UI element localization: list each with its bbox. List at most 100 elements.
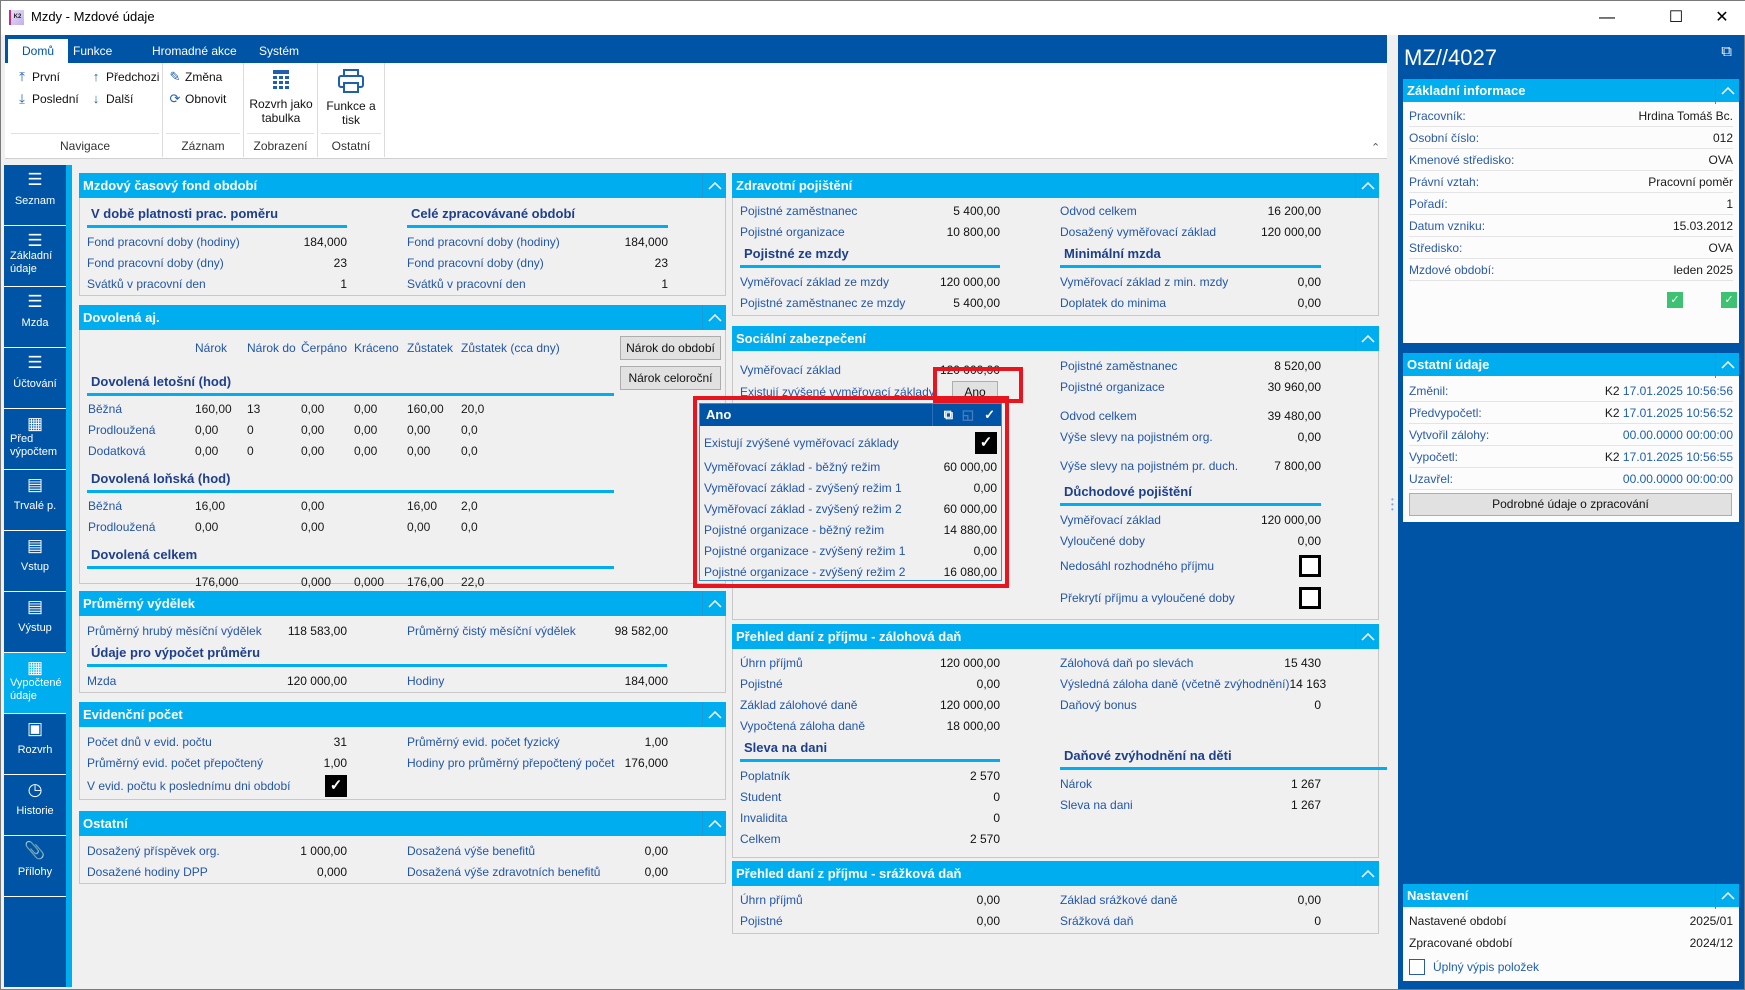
- panel-title: Přehled daní z příjmu - zálohová daň: [736, 629, 962, 644]
- confirm-check-icon[interactable]: ✓: [984, 407, 995, 422]
- detail-panel: MZ//4027 ⧉ Základní informace Pracovník: H…: [1398, 35, 1744, 989]
- open-external-icon[interactable]: ⧉: [1721, 43, 1732, 60]
- info-value: K2 17.01.2025 10:56:56: [1605, 384, 1733, 398]
- ostatni-panel: Ostatní Dosažený příspěvek org. 1 000,00 Do…: [79, 811, 726, 884]
- sidebar-item-pred-vypoctem[interactable]: ▦ Před výpočtem: [4, 409, 66, 470]
- left-column: Průměrný hrubý měsíční výdělek 118 583,00…: [87, 620, 667, 691]
- field-label: Úhrn příjmů: [740, 655, 803, 670]
- sidebar-item-trvale-p[interactable]: ▤ Trvalé p.: [4, 470, 66, 531]
- field-label: Daňový bonus: [1060, 697, 1137, 712]
- panel-header: Nastavení: [1403, 884, 1739, 909]
- sidebar-item-seznam[interactable]: ☰ Seznam: [4, 165, 66, 226]
- collapse-chevron-icon[interactable]: [1715, 79, 1739, 104]
- dock-icon[interactable]: ◱: [961, 407, 974, 422]
- section-subheader: Minimální mzda: [1060, 242, 1321, 268]
- collapse-chevron-icon[interactable]: [1355, 173, 1379, 198]
- field-value: 15 430: [1284, 655, 1321, 670]
- table-cell: 0,00: [195, 423, 219, 437]
- tab-funkce[interactable]: Funkce: [73, 44, 113, 58]
- refresh-button[interactable]: ⟳ Obnovit: [169, 91, 227, 107]
- checkbox-checked[interactable]: ✓: [975, 432, 997, 454]
- zaloh-panel: Přehled daní z příjmu - zálohová daň Úhrn…: [732, 624, 1632, 858]
- previous-button[interactable]: ↑ Předchozi: [90, 69, 160, 84]
- first-button[interactable]: ⤒ První: [16, 69, 60, 85]
- table-cell: 0,00: [301, 423, 325, 437]
- field-label: Pojistné organizace: [1060, 379, 1165, 394]
- section-subheader: Dovolená celkem: [87, 543, 614, 569]
- full-listing-checkbox-row[interactable]: Úplný výpis položek: [1409, 954, 1733, 980]
- checkbox[interactable]: [1409, 959, 1425, 975]
- field-value: 0: [993, 810, 1000, 825]
- collapse-chevron-icon[interactable]: [702, 591, 726, 616]
- field-row: Vyměřovací základ ze mzdy 120 000,00: [740, 271, 1000, 292]
- sidebar-item-uctovani[interactable]: ☰ Účtování: [4, 348, 66, 409]
- field-value: 120 000,00: [1260, 224, 1321, 239]
- sidebar-item-prilohy[interactable]: 📎 Přílohy: [4, 836, 66, 897]
- sidebar-item-rozvrh[interactable]: ▣ Rozvrh: [4, 714, 66, 775]
- collapse-chevron-icon[interactable]: [702, 305, 726, 330]
- minimize-button[interactable]: —: [1599, 9, 1615, 26]
- field-value: 0: [1314, 697, 1321, 712]
- field-label: Vyměřovací základ - zvýšený režim 1: [704, 480, 902, 495]
- narok-do-obdobi-button[interactable]: Nárok do období: [620, 336, 721, 360]
- info-value: OVA: [1708, 152, 1733, 167]
- collapse-chevron-icon[interactable]: [702, 173, 726, 198]
- close-button[interactable]: ✕: [1715, 9, 1729, 26]
- collapse-chevron-icon[interactable]: [1715, 884, 1739, 909]
- collapse-chevron-icon[interactable]: [1355, 861, 1379, 886]
- schedule-table-button[interactable]: Rozvrh jako tabulka: [246, 69, 316, 125]
- edit-label: Změna: [185, 70, 223, 84]
- field-value: 8 520,00: [1274, 358, 1321, 373]
- narok-celorocni-button[interactable]: Nárok celoroční: [620, 366, 721, 390]
- collapse-ribbon-icon[interactable]: ⌃: [1371, 142, 1381, 154]
- info-row: Osobní číslo: 012: [1409, 127, 1733, 149]
- sidebar: ☰ Seznam ☰ Základní údaje ☰ Mzda ☰ Účtování ▦ Pře…: [4, 165, 66, 987]
- print-button[interactable]: Funkce a tisk: [322, 69, 380, 127]
- print-label: Funkce a tisk: [326, 99, 376, 127]
- field-label: Pojistné zaměstnanec ze mzdy: [740, 295, 906, 310]
- panel-splitter[interactable]: • • •: [1387, 35, 1398, 989]
- checkbox[interactable]: [1299, 587, 1321, 609]
- collapse-chevron-icon[interactable]: [1715, 353, 1739, 378]
- sidebar-item-zakladni-udaje[interactable]: ☰ Základní údaje: [4, 226, 66, 287]
- sidebar-item-vypoctene-udaje[interactable]: ▦ Vypočtené údaje: [4, 653, 66, 714]
- collapse-chevron-icon[interactable]: [1355, 326, 1379, 351]
- section-subheader: V době platnosti prac. poměru: [87, 202, 347, 228]
- field-label: Průměrný hrubý měsíční výdělek: [87, 623, 262, 638]
- tab-system[interactable]: Systém: [259, 44, 300, 58]
- tab-domu[interactable]: Domů: [8, 39, 69, 63]
- field-value: 30 960,00: [1267, 379, 1321, 394]
- sidebar-item-label: Účtování: [13, 378, 57, 390]
- info-value: 00.00.0000 00:00:00: [1623, 472, 1733, 486]
- group-zaznam: ✎ Změna ⟳ Obnovit Záznam: [163, 63, 244, 157]
- checkbox-checked[interactable]: ✓: [325, 775, 347, 797]
- checkbox[interactable]: [1299, 555, 1321, 577]
- maximize-button[interactable]: ☐: [1668, 9, 1684, 26]
- status-check-icon: ✓: [1667, 292, 1683, 308]
- last-button[interactable]: ⤓ Poslední: [16, 91, 79, 107]
- group-zobrazeni: Rozvrh jako tabulka Zobrazení: [244, 63, 318, 157]
- edit-button[interactable]: ✎ Změna: [169, 69, 223, 85]
- sidebar-item-vstup[interactable]: ▤ Vstup: [4, 531, 66, 592]
- sidebar-item-historie[interactable]: ◷ Historie: [4, 775, 66, 836]
- field-label: Fond pracovní doby (hodiny): [87, 234, 240, 249]
- panel-header: Evidenční počet: [79, 702, 726, 727]
- sidebar-item-mzda[interactable]: ☰ Mzda: [4, 287, 66, 348]
- podrobne-udaje-button[interactable]: Podrobné údaje o zpracování: [1409, 493, 1732, 516]
- open-external-icon[interactable]: ⧉: [943, 407, 953, 422]
- collapse-chevron-icon[interactable]: [702, 702, 726, 727]
- sidebar-item-label: Před výpočtem: [10, 433, 58, 458]
- next-button[interactable]: ↓ Další: [90, 91, 134, 106]
- section-subheader: Pojistné ze mzdy: [740, 242, 1000, 268]
- field-value: 0,00: [976, 676, 1000, 691]
- collapse-chevron-icon[interactable]: [702, 811, 726, 836]
- collapse-chevron-icon[interactable]: [1355, 624, 1379, 649]
- sidebar-item-vystup[interactable]: ▤ Výstup: [4, 592, 66, 653]
- panel-header: Přehled daní z příjmu - zálohová daň: [732, 624, 1379, 649]
- tab-hromadne-akce[interactable]: Hromadné akce: [152, 44, 237, 58]
- field-label: Úhrn příjmů: [740, 892, 803, 907]
- ribbon-tabs: Domů Funkce Hromadné akce Systém: [5, 35, 1387, 63]
- field-value: 1 267: [1290, 797, 1321, 812]
- panel-title: Mzdový časový fond období: [83, 178, 258, 193]
- field-value: 2 570: [969, 831, 1000, 846]
